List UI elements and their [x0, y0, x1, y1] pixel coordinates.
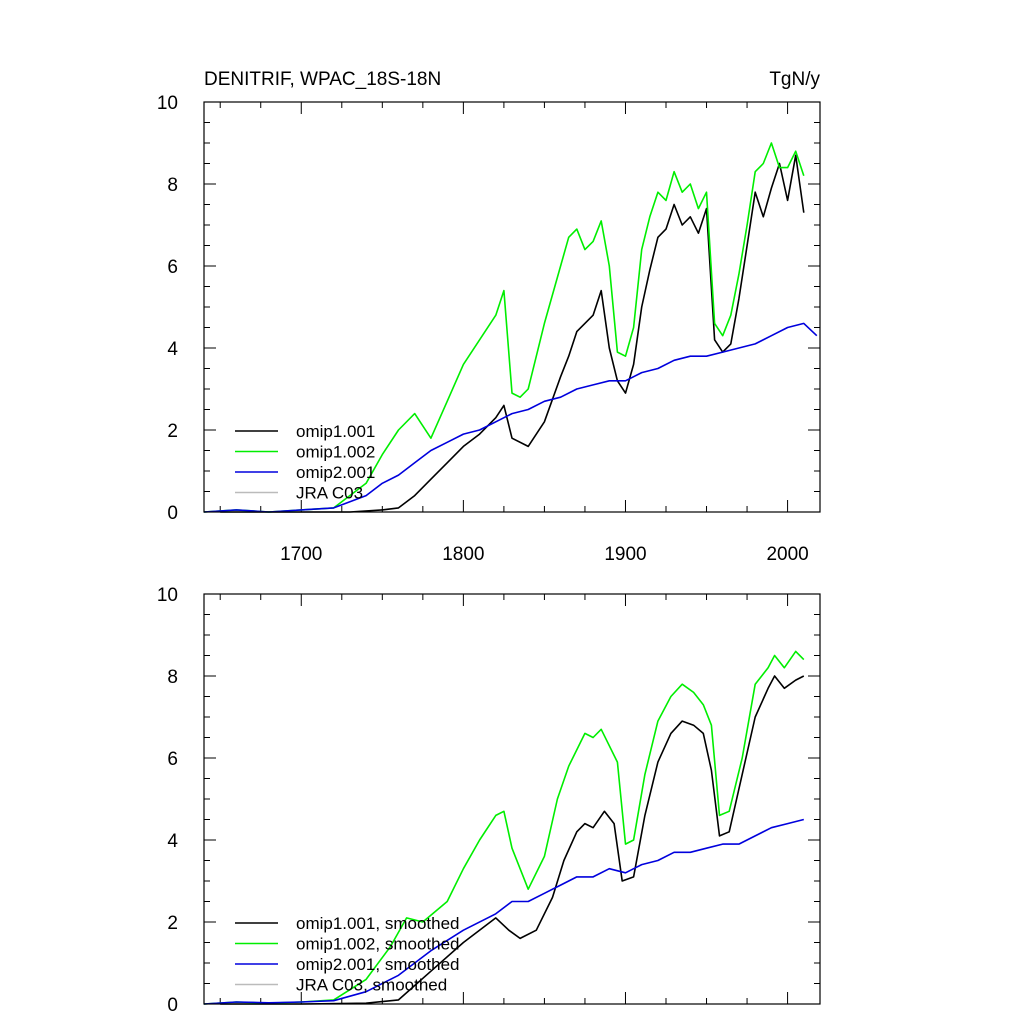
chart-title: DENITRIF, WPAC_18S-18N — [204, 69, 441, 90]
y-tick-label: 0 — [167, 503, 178, 524]
y-tick-label: 2 — [167, 913, 178, 934]
units-label: TgN/y — [769, 69, 820, 90]
series-line-omip1-002-smoothed — [203, 650, 805, 1005]
y-tick-label: 0 — [167, 995, 178, 1016]
legend-label: JRA C03, smoothed — [296, 976, 447, 995]
legend-label: omip1.001, smoothed — [296, 914, 460, 933]
y-tick-label: 10 — [157, 93, 178, 114]
y-tick-label: 2 — [167, 421, 178, 442]
legend-label: omip2.001 — [296, 463, 375, 482]
x-tick-label: 2000 — [766, 544, 808, 565]
series-line-omip1-002 — [203, 142, 805, 513]
y-tick-label: 10 — [157, 585, 178, 606]
x-tick-label: 1900 — [604, 544, 646, 565]
x-tick-label: 1800 — [442, 544, 484, 565]
y-tick-label: 8 — [167, 667, 178, 688]
series-line-omip1-001 — [220, 154, 805, 513]
x-tick-label: 1700 — [280, 544, 322, 565]
y-tick-label: 4 — [167, 831, 178, 852]
legend-label: omip1.002, smoothed — [296, 935, 460, 954]
series-line-omip2-001-smoothed — [203, 818, 804, 1005]
top-panel: 0 2 4 6 8 10 1700 1800 1900 2000 omip1.001 omip1.00… — [157, 93, 821, 565]
y-tick-label: 6 — [167, 257, 178, 278]
y-tick-label: 6 — [167, 749, 178, 770]
plot-frame — [203, 593, 821, 1005]
legend-label: omip1.002 — [296, 443, 375, 462]
legend-label: omip1.001 — [296, 422, 375, 441]
series-line-omip2-001 — [203, 322, 818, 513]
series-line-omip1-001-smoothed — [220, 675, 805, 1005]
y-tick-label: 4 — [167, 339, 178, 360]
bottom-panel: 0 2 4 6 8 10 omip1.001, smoothed omip1.002, smo… — [157, 585, 821, 1016]
plot-frame — [203, 101, 821, 513]
legend-label: JRA C03 — [296, 484, 363, 503]
legend-label: omip2.001, smoothed — [296, 955, 460, 974]
y-tick-label: 8 — [167, 175, 178, 196]
